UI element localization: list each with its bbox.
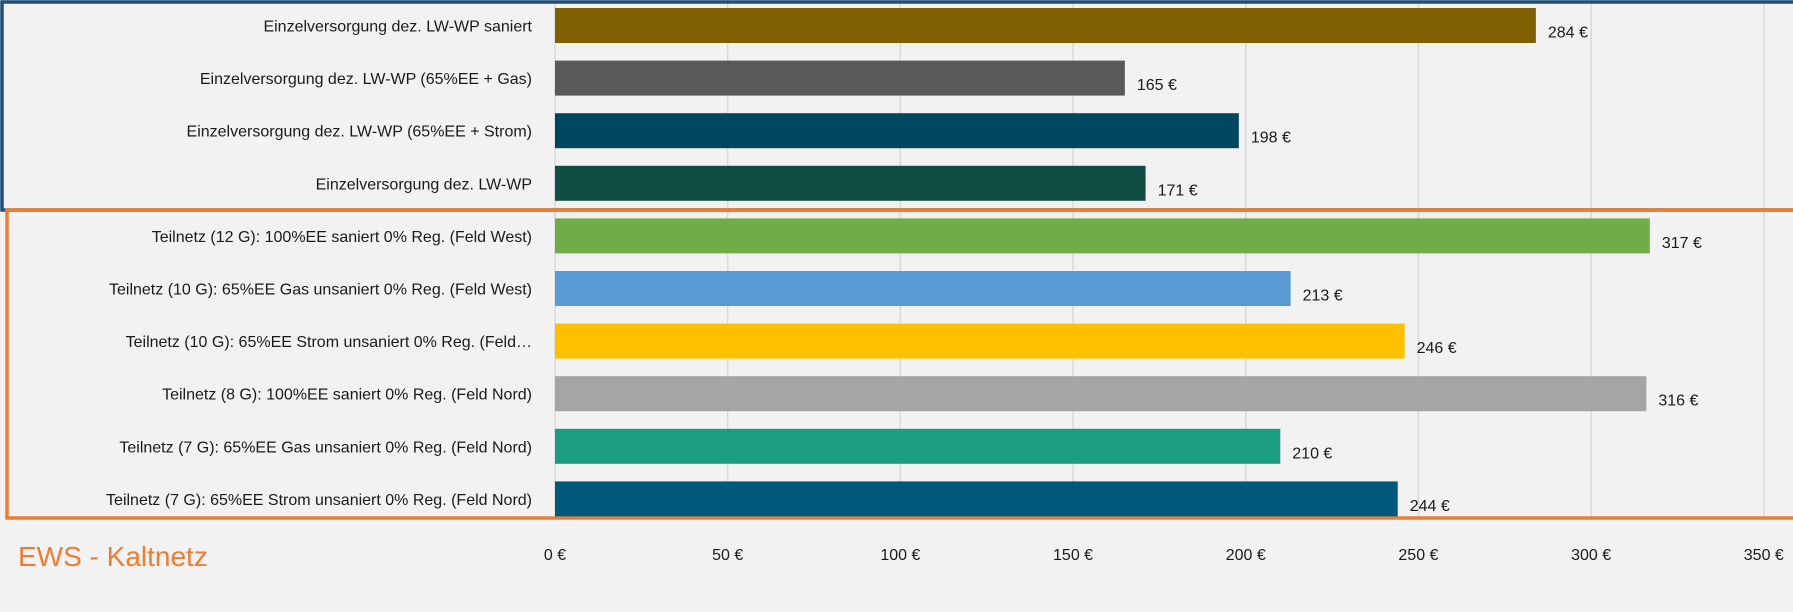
- bar-5: [555, 271, 1291, 306]
- bar-4: [555, 218, 1650, 254]
- group-title: EWS - Kaltnetz: [18, 541, 208, 572]
- value-label-1: 165 €: [1137, 77, 1177, 94]
- x-tick-label-6: 300 €: [1571, 547, 1611, 564]
- category-label-0: Einzelversorgung dez. LW-WP saniert: [263, 19, 532, 36]
- x-tick-label-4: 200 €: [1226, 547, 1266, 564]
- value-label-5: 213 €: [1303, 288, 1343, 305]
- category-label-7: Teilnetz (8 G): 100%EE saniert 0% Reg. (…: [162, 387, 532, 404]
- bar-7: [555, 376, 1647, 412]
- value-label-9: 244 €: [1410, 498, 1450, 515]
- bars: [555, 8, 1650, 517]
- category-label-8: Teilnetz (7 G): 65%EE Gas unsaniert 0% R…: [119, 439, 532, 456]
- value-label-7: 316 €: [1658, 393, 1698, 410]
- category-labels: Einzelversorgung dez. LW-WP saniert Einze…: [106, 19, 533, 509]
- category-label-4: Teilnetz (12 G): 100%EE saniert 0% Reg. …: [152, 229, 532, 246]
- value-label-6: 246 €: [1417, 340, 1457, 357]
- category-label-1: Einzelversorgung dez. LW-WP (65%EE + Gas…: [200, 71, 532, 88]
- category-label-3: Einzelversorgung dez. LW-WP: [316, 176, 532, 193]
- x-tick-label-0: 0 €: [544, 547, 566, 564]
- bar-3: [555, 165, 1146, 201]
- x-tick-label-2: 100 €: [880, 547, 920, 564]
- category-label-6: Teilnetz (10 G): 65%EE Strom unsaniert 0…: [126, 334, 532, 351]
- x-tick-label-3: 150 €: [1053, 547, 1093, 564]
- category-label-2: Einzelversorgung dez. LW-WP (65%EE + Str…: [187, 124, 532, 141]
- x-axis-ticks: 0 € 50 € 100 € 150 € 200 € 250 € 300 € 350 €: [544, 547, 1784, 564]
- value-label-4: 317 €: [1662, 235, 1702, 252]
- bar-8: [555, 428, 1281, 464]
- category-label-5: Teilnetz (10 G): 65%EE Gas unsaniert 0% …: [109, 282, 532, 299]
- value-label-3: 171 €: [1158, 182, 1198, 199]
- group-boxes: [0, 0, 1793, 520]
- bar-6: [555, 323, 1405, 359]
- x-tick-label-1: 50 €: [712, 547, 743, 564]
- bar-0: [555, 8, 1536, 43]
- bar-2: [555, 113, 1239, 149]
- x-tick-label-7: 350 €: [1744, 547, 1784, 564]
- x-tick-label-5: 250 €: [1398, 547, 1438, 564]
- value-label-8: 210 €: [1292, 445, 1332, 462]
- category-label-9: Teilnetz (7 G): 65%EE Strom unsaniert 0%…: [106, 492, 532, 509]
- bar-1: [555, 60, 1125, 96]
- bar-9: [555, 481, 1398, 517]
- value-label-2: 198 €: [1251, 130, 1291, 147]
- group-box-kaltnetz: [5, 208, 1793, 520]
- value-label-0: 284 €: [1548, 25, 1588, 42]
- value-labels: 284 € 165 € 198 € 171 € 317 € 213 € 246 € 316 €…: [1137, 25, 1702, 515]
